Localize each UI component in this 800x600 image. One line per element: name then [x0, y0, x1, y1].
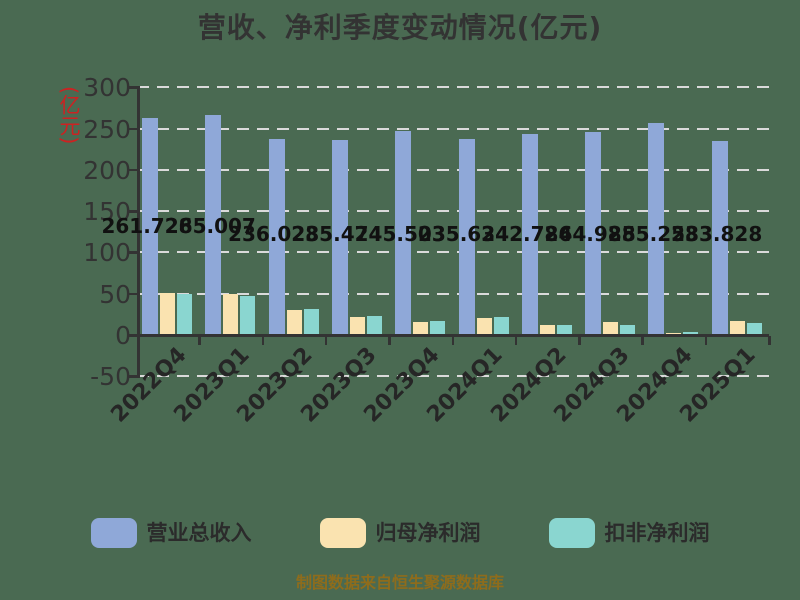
- bar-total-revenue: [205, 115, 222, 334]
- gridline: [137, 127, 769, 130]
- bar-value-label: 265.007: [164, 214, 256, 238]
- x-axis-tick: [261, 336, 265, 345]
- bar-value-label: 261.728: [101, 214, 193, 238]
- bar-value-label: 236.028: [228, 222, 320, 246]
- bar-net-profit: [666, 333, 682, 334]
- legend-label: 扣非净利润: [604, 520, 710, 545]
- y-axis-tick-label: 150: [83, 197, 131, 227]
- bar-net-profit: [729, 320, 745, 334]
- bar-net-profit: [603, 322, 619, 334]
- gridline: [137, 210, 769, 213]
- bar-non-gaap-profit: [746, 322, 762, 334]
- bar-total-revenue: [711, 140, 728, 334]
- bar-total-revenue: [521, 133, 538, 334]
- legend-label: 营业总收入: [146, 520, 252, 545]
- x-axis-tick: [514, 336, 518, 345]
- bar-non-gaap-profit: [493, 316, 509, 334]
- y-axis-tick-label: 100: [83, 238, 131, 268]
- bar-non-gaap-profit: [556, 324, 572, 334]
- bar-net-profit: [476, 317, 492, 334]
- bar-net-profit: [539, 325, 555, 334]
- legend-swatch: [90, 518, 137, 548]
- bar-total-revenue: [268, 139, 285, 334]
- gridline: [137, 251, 769, 254]
- bar-value-label: 244.988: [544, 222, 636, 246]
- bar-net-profit: [413, 321, 429, 334]
- y-axis-unit-label: (亿元): [57, 86, 81, 145]
- bar-value-label: 255.258: [607, 222, 699, 246]
- x-axis-label-text: 2025Q1: [675, 342, 761, 428]
- y-axis-tick-label: -50: [90, 362, 131, 392]
- legend-item-归母净利润[interactable]: 归母净利润: [319, 518, 481, 548]
- y-axis-tick: [129, 210, 137, 213]
- bar-value-label: 233.828: [671, 222, 763, 246]
- bar-total-revenue: [395, 131, 412, 334]
- y-axis-tick-label: 50: [99, 279, 131, 309]
- bar-total-revenue: [331, 139, 348, 334]
- bar-value-label: 235.474: [291, 222, 383, 246]
- bar-net-profit: [223, 293, 239, 334]
- bar-net-profit: [349, 317, 365, 334]
- y-axis-tick-label: 250: [83, 114, 131, 144]
- bar-total-revenue: [648, 123, 665, 334]
- x-axis-tick: [451, 336, 454, 345]
- gridline: [137, 168, 769, 171]
- legend: 营业总收入 归母净利润 扣非净利润: [0, 518, 800, 548]
- x-axis-tick: [641, 336, 644, 345]
- bar-non-gaap-profit: [430, 320, 446, 334]
- chart-title: 营收、净利季度变动情况(亿元): [197, 11, 603, 44]
- x-axis-tick: [704, 336, 708, 345]
- y-axis-tick-label: 200: [83, 155, 131, 185]
- legend-swatch: [548, 518, 595, 548]
- gridline: [137, 375, 769, 378]
- bar-value-label: 235.634: [417, 222, 510, 246]
- legend-swatch: [319, 518, 366, 548]
- bar-total-revenue: [458, 139, 475, 334]
- legend-item-扣非净利润[interactable]: 扣非净利润: [548, 518, 710, 548]
- x-axis-tick: [324, 336, 328, 345]
- bar-non-gaap-profit: [683, 332, 699, 334]
- y-axis-tick: [129, 168, 137, 172]
- x-axis-tick: [768, 336, 771, 345]
- y-axis-tick: [129, 86, 137, 89]
- y-axis-tick: [129, 334, 137, 337]
- y-axis-line: [137, 86, 140, 378]
- gridline: [137, 292, 769, 295]
- legend-label: 归母净利润: [375, 520, 481, 545]
- bar-value-label: 245.503: [354, 222, 446, 246]
- legend-item-营业总收入[interactable]: 营业总收入: [90, 518, 252, 548]
- y-axis-tick: [129, 375, 137, 378]
- y-axis-tick: [129, 127, 137, 131]
- bar-non-gaap-profit: [620, 325, 636, 334]
- bar-non-gaap-profit: [303, 309, 319, 334]
- bar-net-profit: [286, 309, 302, 334]
- gridline: [137, 86, 769, 89]
- x-axis-tick: [388, 336, 391, 345]
- bar-total-revenue: [142, 117, 158, 334]
- bar-total-revenue: [585, 131, 602, 334]
- y-axis-tick-label: 0: [115, 321, 131, 350]
- bar-non-gaap-profit: [366, 315, 382, 334]
- y-axis-tick: [129, 251, 137, 254]
- bar-net-profit: [160, 292, 175, 334]
- x-axis-tick: [578, 336, 581, 345]
- y-axis-tick: [129, 292, 137, 296]
- bar-value-label: 242.786: [481, 222, 573, 246]
- x-axis-line: [137, 334, 769, 337]
- bar-non-gaap-profit: [177, 293, 192, 334]
- bar-non-gaap-profit: [240, 296, 256, 334]
- x-axis-label: 2025Q1: [649, 343, 761, 428]
- footer-source-note: 制图数据来自恒生聚源数据库: [295, 573, 504, 592]
- x-axis-tick: [198, 336, 201, 345]
- y-axis-tick-label: 300: [83, 73, 131, 103]
